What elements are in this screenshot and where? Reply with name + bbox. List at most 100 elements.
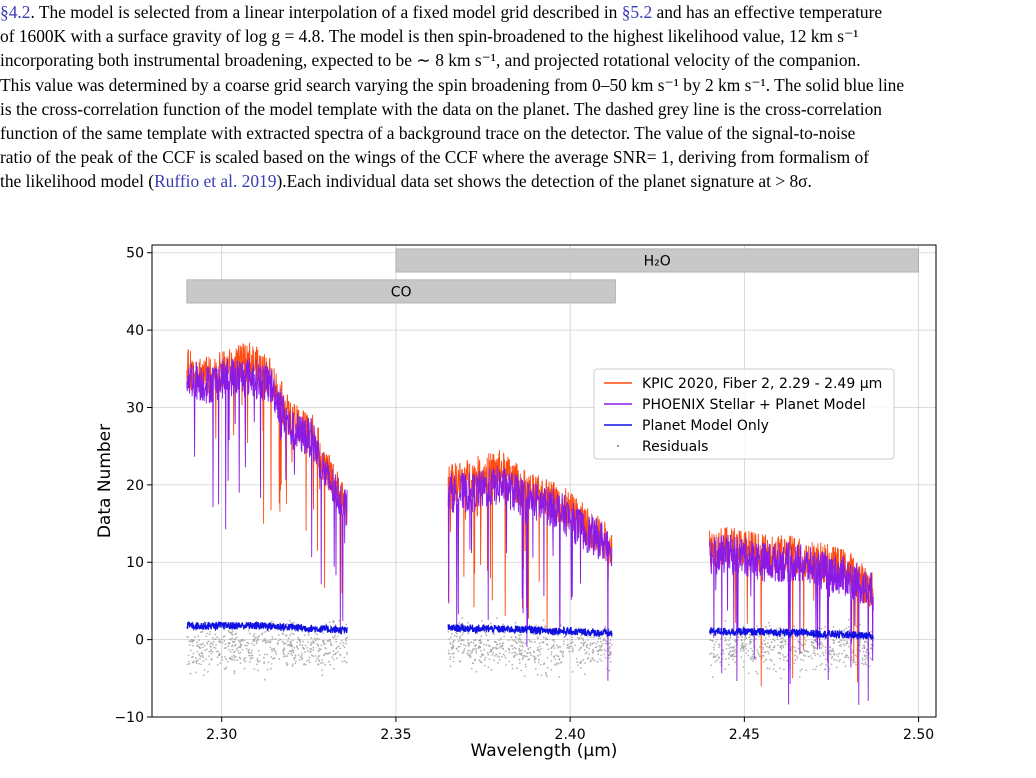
residual-point: [339, 654, 342, 656]
residual-point: [724, 668, 727, 671]
x-tick-label: 2.50: [903, 727, 934, 743]
residual-point: [534, 668, 537, 670]
residual-point: [766, 642, 769, 644]
residual-point: [448, 638, 451, 641]
residual-point: [463, 648, 466, 650]
residual-point: [550, 660, 553, 662]
residual-point: [200, 643, 203, 646]
residual-point: [293, 646, 296, 649]
residual-point: [765, 659, 767, 661]
residual-point: [346, 636, 348, 639]
residual-point: [578, 638, 580, 640]
residual-point: [514, 647, 517, 650]
residual-point: [250, 654, 252, 657]
band-CO: [186, 279, 616, 304]
residual-point: [463, 649, 465, 652]
residual-point: [833, 642, 835, 645]
residual-point: [501, 623, 504, 626]
residual-point: [833, 653, 836, 656]
residual-point: [214, 638, 217, 641]
residual-point: [776, 638, 779, 641]
residual-point: [449, 665, 452, 667]
residual-point: [550, 653, 553, 656]
residual-point: [767, 650, 769, 653]
residual-point: [563, 636, 566, 639]
citation-link[interactable]: Ruffio et al. 2019: [154, 171, 277, 192]
residual-point: [557, 645, 560, 648]
residual-point: [285, 662, 288, 664]
residual-point: [758, 653, 760, 656]
legend-box: [593, 368, 895, 460]
residual-point: [739, 650, 742, 652]
residual-point: [608, 645, 611, 648]
series-line: [447, 465, 613, 681]
residual-point: [591, 651, 594, 653]
residual-point: [224, 656, 226, 658]
residual-point: [232, 657, 235, 660]
residual-point: [739, 648, 742, 650]
residual-point: [745, 643, 747, 646]
residual-point: [831, 648, 834, 650]
residual-point: [239, 662, 242, 664]
residual-point: [271, 650, 274, 652]
residual-point: [481, 653, 483, 656]
residual-point: [582, 658, 585, 661]
residual-point: [243, 657, 245, 660]
residual-point: [541, 641, 543, 644]
residual-point: [337, 651, 339, 653]
residual-point: [235, 648, 238, 650]
residual-point: [343, 656, 346, 659]
residual-point: [577, 637, 579, 639]
residual-point: [589, 644, 592, 647]
residual-point: [205, 635, 208, 638]
residual-point: [321, 659, 324, 661]
residual-point: [216, 636, 219, 639]
residual-point: [304, 651, 306, 653]
residual-point: [777, 644, 779, 647]
residual-point: [742, 649, 745, 652]
residual-point: [253, 644, 256, 647]
residual-point: [860, 662, 863, 664]
residual-point: [491, 654, 494, 656]
residual-point: [256, 637, 259, 640]
residual-point: [553, 663, 556, 666]
residual-point: [519, 644, 522, 647]
residual-point: [309, 648, 311, 650]
residual-point: [289, 634, 291, 636]
section-link[interactable]: §4.2: [0, 2, 31, 22]
residual-point: [511, 667, 514, 670]
residual-point: [256, 657, 259, 660]
residual-point: [600, 649, 603, 652]
caption-line: incorporating both instrumental broadeni…: [0, 50, 861, 71]
residual-point: [329, 640, 332, 643]
residual-point: [713, 643, 716, 646]
residual-point: [524, 642, 527, 645]
residual-point: [264, 678, 266, 681]
residual-point: [455, 647, 458, 650]
residual-point: [291, 648, 294, 651]
residual-point: [731, 658, 734, 661]
residual-point: [779, 657, 781, 660]
residual-point: [716, 653, 719, 656]
residual-point: [830, 663, 833, 666]
residual-point: [192, 644, 195, 647]
residual-point: [741, 646, 744, 649]
residual-point: [755, 670, 757, 673]
residual-point: [301, 652, 303, 655]
residual-point: [780, 677, 782, 680]
residual-point: [468, 650, 471, 652]
residual-point: [605, 640, 608, 643]
residual-point: [847, 645, 850, 648]
residual-point: [307, 659, 310, 662]
residual-point: [600, 660, 603, 662]
residual-point: [603, 648, 606, 651]
residual-point: [297, 647, 299, 650]
section-link[interactable]: §5.2: [621, 2, 653, 22]
residual-point: [821, 643, 823, 646]
residual-point: [610, 635, 613, 638]
residual-point: [452, 656, 455, 659]
residual-point: [779, 652, 782, 655]
residual-point: [501, 645, 504, 647]
residual-point: [243, 667, 246, 670]
residual-point: [777, 652, 780, 654]
